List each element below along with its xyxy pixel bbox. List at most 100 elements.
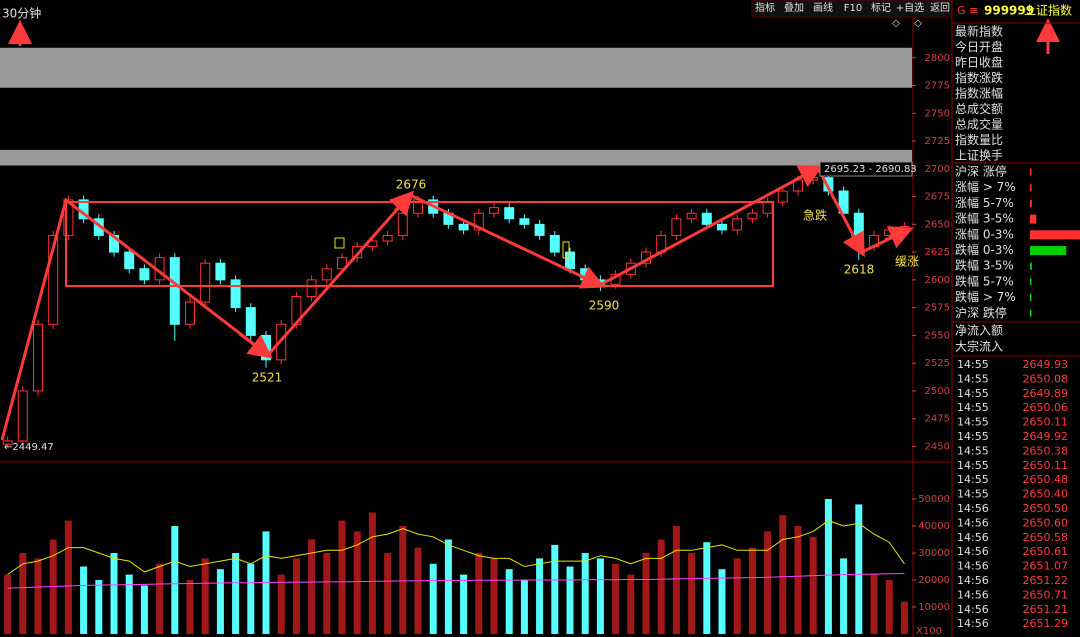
candle-body — [808, 177, 819, 181]
volume-bar — [277, 574, 285, 634]
candle-body — [215, 262, 226, 281]
arrowhead — [842, 230, 865, 258]
arrowhead — [884, 226, 914, 249]
quote-name: 上证指数 — [1024, 3, 1072, 18]
volume-bar — [232, 553, 240, 634]
stat-label: 最新指数 — [955, 24, 1003, 39]
volume-bar — [748, 547, 756, 634]
breadth-label: 跌幅 0-3% — [955, 242, 1014, 257]
tick-time: 14:55 — [957, 372, 989, 385]
candle-body — [124, 251, 135, 270]
arrowhead — [794, 165, 824, 187]
icon[interactable]: ◇ — [892, 18, 900, 29]
volume-bar — [627, 574, 635, 634]
volume-bar — [338, 520, 346, 634]
marker-box — [334, 237, 345, 249]
breadth-bar — [1030, 230, 1080, 240]
tick-price: 2650.61 — [1023, 545, 1069, 558]
breadth-label: 跌幅 5-7% — [955, 273, 1014, 288]
stat-label: 今日开盘 — [955, 39, 1003, 54]
tick-time: 14:55 — [957, 459, 989, 472]
y-tick-label: 40000 — [918, 521, 950, 532]
volume-bar — [809, 536, 817, 634]
volume-bar — [323, 553, 331, 634]
moving-average — [7, 520, 905, 576]
toolbar-button[interactable]: 标记 — [871, 2, 891, 14]
candle-body — [565, 251, 575, 270]
toolbar-button[interactable]: 画线 — [813, 1, 833, 14]
tick-price: 2650.38 — [1023, 444, 1069, 457]
stat-label: 指数量比 — [955, 132, 1003, 147]
breadth-label: 沪深 跌停 — [955, 305, 1007, 320]
volume-bar — [764, 531, 772, 634]
candle-body — [534, 223, 545, 236]
candle-body — [397, 212, 408, 236]
tick-time: 14:56 — [957, 588, 989, 601]
toolbar-button[interactable]: F10 — [844, 3, 862, 14]
toolbar-button[interactable]: +自选 — [896, 1, 924, 14]
tick-price: 2651.22 — [1023, 574, 1069, 587]
candle-body — [489, 207, 499, 214]
tick-price: 2650.11 — [1023, 416, 1069, 429]
annotation: 2676 — [396, 178, 427, 192]
candle-body — [48, 234, 59, 325]
candle-body — [458, 223, 469, 231]
breadth-bar — [1030, 168, 1032, 176]
tick-price: 2651.29 — [1023, 617, 1069, 630]
candle-body — [352, 246, 363, 259]
candle-body — [671, 218, 682, 236]
y-tick-label: 2700 — [925, 164, 950, 175]
volume-bar — [444, 539, 452, 634]
unit-label: X100 — [916, 626, 942, 637]
toolbar-button[interactable]: 叠加 — [784, 2, 804, 14]
volume-bar — [19, 553, 27, 634]
candle-body — [473, 212, 484, 231]
breadth-label: 跌幅 > 7% — [955, 289, 1016, 304]
y-tick-label: 2625 — [925, 247, 950, 258]
toolbar-button[interactable]: 返回 — [930, 2, 950, 14]
y-tick-label: 2800 — [925, 53, 950, 64]
tick-time: 14:56 — [957, 603, 989, 616]
flow-label: 大宗流入 — [955, 339, 1003, 354]
volume-bar — [156, 563, 164, 634]
arrowhead — [578, 266, 606, 289]
tick-time: 14:56 — [957, 574, 989, 587]
candle-body — [762, 201, 773, 214]
candle-body — [2, 440, 13, 445]
breadth-label: 涨幅 3-5% — [955, 211, 1014, 226]
tick-price: 2650.60 — [1023, 516, 1069, 529]
tick-time: 14:56 — [957, 545, 989, 558]
tick-price: 2650.58 — [1023, 531, 1069, 544]
tick-time: 14:55 — [957, 416, 989, 429]
quote-code: 999999 — [984, 4, 1034, 18]
candle-body — [306, 279, 317, 298]
volume-bar — [718, 569, 726, 634]
tick-price: 2651.21 — [1023, 603, 1069, 616]
candle-body — [139, 268, 150, 281]
candle-body — [230, 279, 241, 309]
toolbar-button[interactable]: 指标 — [755, 1, 775, 14]
volume-bar — [110, 553, 118, 634]
volume-bar — [824, 499, 832, 634]
volume-bar — [657, 539, 665, 634]
y-tick-label: 2525 — [925, 358, 950, 369]
candle-body — [169, 257, 180, 325]
volume-bar — [855, 504, 863, 634]
annotation: 2521 — [252, 371, 283, 385]
breadth-label: 涨幅 > 7% — [955, 179, 1016, 194]
candle-body — [838, 190, 849, 214]
volume-bar — [505, 569, 513, 634]
volume-bar — [779, 515, 787, 634]
y-tick-label: 2650 — [925, 219, 950, 230]
marker-box — [562, 241, 570, 259]
candle-body — [717, 223, 727, 231]
quote-prefix: G ≡ — [957, 4, 978, 17]
breadth-label: 涨幅 0-3% — [955, 226, 1014, 241]
volume-bar — [536, 558, 544, 634]
volume-bar — [201, 558, 209, 634]
volume-bar — [642, 553, 650, 634]
icon[interactable]: ◇ — [914, 18, 922, 29]
range-label: 2695.23 - 2690.83 — [824, 164, 917, 175]
annotation: 2618 — [844, 263, 875, 277]
volume-bar — [551, 544, 559, 634]
